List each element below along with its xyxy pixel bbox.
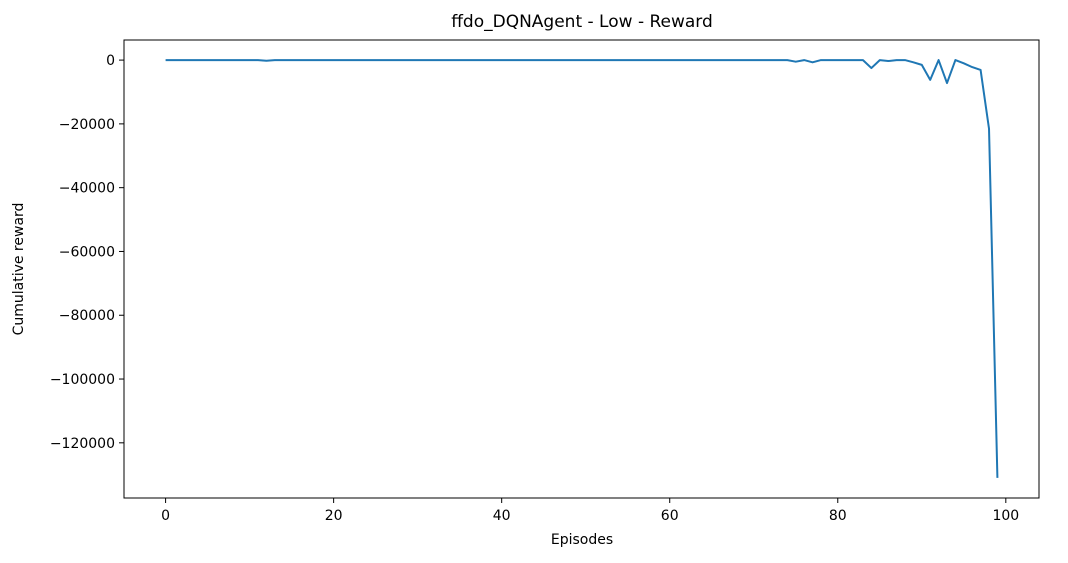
x-tick-label: 40 [493,508,511,524]
x-tick-label: 60 [661,508,679,524]
x-tick-label: 20 [325,508,343,524]
y-tick-label: −60000 [59,244,115,260]
y-tick-label: −80000 [59,308,115,324]
y-tick-label: −40000 [59,181,115,197]
y-tick-label: 0 [106,53,115,69]
series-line-0 [165,59,999,478]
x-tick-label: 80 [829,508,847,524]
x-tick-label: 100 [992,508,1019,524]
y-axis: 0 −20000 −40000 −60000 −80000 −100000 −120000 [50,53,124,452]
y-tick-label: −100000 [50,372,115,388]
plot-frame [123,39,1040,499]
plot-area [165,59,999,478]
x-axis: 0 20 40 60 80 100 [161,498,1019,524]
x-axis-label: Episodes [551,532,613,548]
y-axis-label: Cumulative reward [11,203,27,336]
x-tick-label: 0 [161,508,170,524]
y-tick-label: −120000 [50,436,115,452]
chart-title: ffdo_DQNAgent - Low - Reward [451,12,713,32]
y-tick-label: −20000 [59,117,115,133]
